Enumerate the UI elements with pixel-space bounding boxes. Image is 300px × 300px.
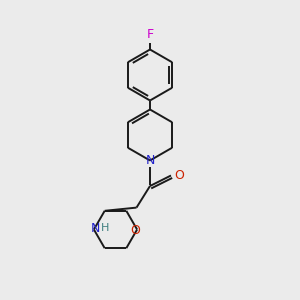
Text: F: F <box>146 28 154 41</box>
Text: H: H <box>101 223 110 233</box>
Text: N: N <box>145 154 155 167</box>
Text: O: O <box>175 169 184 182</box>
Text: N: N <box>91 221 100 235</box>
Text: O: O <box>131 224 140 238</box>
